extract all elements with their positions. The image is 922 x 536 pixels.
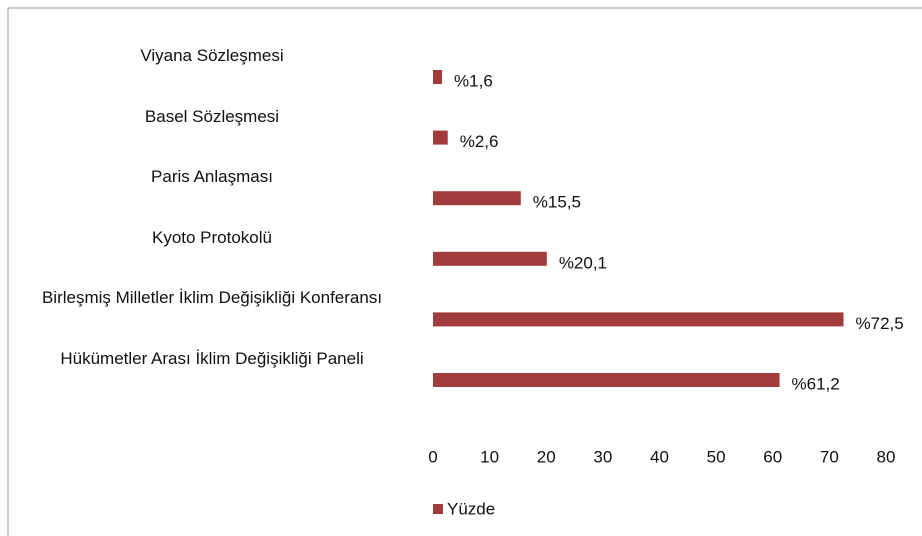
x-tick-label: 30 [593, 447, 612, 466]
y-tick-label: Kyoto Protokolü [151, 227, 272, 247]
bar [433, 70, 443, 84]
bar [433, 130, 448, 145]
y-tick-label: Paris Anlaşması [151, 167, 273, 187]
x-tick-label: 70 [820, 447, 839, 466]
bar [433, 312, 844, 327]
frame [7, 7, 922, 536]
value-label: %15,5 [533, 193, 581, 212]
x-tick-label: 80 [877, 447, 896, 466]
x-tick-label: 10 [480, 447, 499, 466]
x-tick-label: 20 [537, 447, 556, 466]
value-label: %61,2 [792, 374, 840, 393]
x-tick-label: 0 [428, 447, 437, 466]
bar [433, 191, 521, 206]
value-label: %72,5 [856, 314, 904, 333]
x-tick-label: 60 [763, 447, 782, 466]
y-tick-label: Birleşmiş Milletler İklim Değişikliği Ko… [41, 288, 383, 308]
x-tick-label: 40 [650, 447, 669, 466]
legend-label: Yüzde [447, 499, 495, 518]
value-label: %20,1 [559, 253, 607, 272]
y-tick-label: Hükümetler Arası İklim Değişikliği Panel… [60, 349, 364, 368]
value-label: %2,6 [460, 132, 499, 151]
legend-swatch [433, 504, 443, 514]
bar [433, 251, 547, 266]
y-tick-label: Basel Sözleşmesi [144, 106, 280, 126]
bar [433, 373, 780, 387]
y-tick-label: Viyana Sözleşmesi [140, 46, 284, 65]
x-tick-label: 50 [707, 447, 726, 466]
value-label: %1,6 [454, 71, 493, 90]
